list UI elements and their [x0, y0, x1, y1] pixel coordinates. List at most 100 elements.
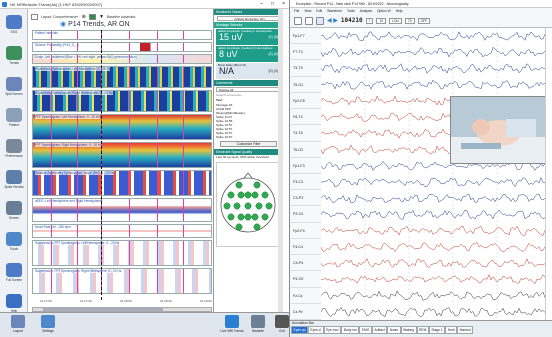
- layout-dropdown[interactable]: [31, 14, 38, 20]
- menu-item[interactable]: Analysis: [359, 9, 372, 13]
- customize-filter-button[interactable]: Customize Filter: [220, 141, 277, 147]
- sidebar-item-touch[interactable]: Touch: [2, 232, 26, 251]
- channel-label[interactable]: F8-T4: [291, 109, 321, 126]
- trend-lane[interactable]: Relative Asymmetry Spectrogram, Asym (Re…: [32, 170, 212, 196]
- menu-item[interactable]: Tools: [347, 9, 355, 13]
- sidebar-item-eeg[interactable]: EEG: [2, 15, 26, 34]
- channel-label[interactable]: Fp2-F8: [291, 92, 321, 110]
- menu-item[interactable]: Help: [395, 9, 403, 13]
- bottom-button-live-mri-trends[interactable]: Live MRI Trends: [218, 315, 246, 333]
- sidebar-item-split-screen[interactable]: Split Screen: [2, 77, 26, 96]
- bottom-button-bedside[interactable]: Bedside: [244, 315, 272, 333]
- trend-lane[interactable]: Patient Intervals: [32, 30, 212, 40]
- channel-label[interactable]: F3-C3: [291, 174, 321, 191]
- channel-label[interactable]: P4-O2: [291, 271, 321, 288]
- home-button[interactable]: [294, 16, 302, 25]
- play-icon[interactable]: ◀ ▶: [327, 18, 338, 24]
- waveform-button[interactable]: [316, 16, 324, 25]
- channel-label[interactable]: T5-O1: [291, 76, 321, 93]
- artifact-toggle[interactable]: Artifact Reduction ON: [217, 16, 280, 21]
- channel-label[interactable]: Cz-Pz: [291, 303, 321, 320]
- comment-filter[interactable]: Display All: [216, 87, 281, 92]
- annotation-button[interactable]: Eyes op: [291, 326, 308, 334]
- annotation-button[interactable]: Stage 1: [428, 326, 446, 334]
- annotation-button[interactable]: Marked: [457, 326, 474, 334]
- time-cursor[interactable]: [101, 30, 102, 300]
- annotation-button[interactable]: Hunt: [445, 326, 458, 334]
- menu-item[interactable]: Waveform: [327, 9, 342, 13]
- channel-label[interactable]: F7-T3: [291, 44, 321, 61]
- sidebar-item-help[interactable]: Help: [2, 294, 26, 313]
- add-button[interactable]: [89, 14, 96, 20]
- channel-label[interactable]: Fp1-F7: [291, 28, 321, 45]
- menu-item[interactable]: Option W: [376, 9, 391, 13]
- timebase-field[interactable]: 10: [376, 17, 387, 24]
- hff-field[interactable]: 70: [404, 17, 415, 24]
- sidebar-item-screen[interactable]: Screen: [2, 201, 26, 220]
- menu-item[interactable]: File: [294, 9, 300, 13]
- sidebar-item-full-screen[interactable]: Full Screen: [2, 263, 26, 282]
- trend-lane[interactable]: Suppression, FFT Spectrogram, Left Hemis…: [32, 240, 212, 266]
- patient-video[interactable]: [450, 96, 548, 164]
- trend-lane[interactable]: Suppression, FFT Spectrogram, Right Hemi…: [32, 268, 212, 294]
- sidebar-item-patient[interactable]: Patient: [2, 108, 26, 127]
- horizontal-scrollbar[interactable]: [32, 307, 212, 312]
- sensitivity-field[interactable]: 7: [365, 17, 374, 24]
- trend-lane[interactable]: Scalp: Left ipsilateral (Blue = left, re…: [32, 54, 212, 64]
- sidebar-item-trends[interactable]: Trends: [2, 46, 26, 65]
- sidebar-item-preferences[interactable]: Preferences: [2, 139, 26, 158]
- minimize-icon[interactable]: –: [260, 1, 264, 7]
- zoom-icon[interactable]: ⊕: [81, 14, 86, 20]
- channel-label[interactable]: C3-P3: [291, 190, 321, 207]
- trend-lane[interactable]: Rhythmicity Spectrogram, Left Hemisphere…: [32, 66, 212, 88]
- annotation-button[interactable]: Body mo: [341, 326, 360, 334]
- comment-search[interactable]: Search comments...: [216, 93, 244, 97]
- channel-label[interactable]: Fz-Cz: [291, 287, 321, 304]
- channel-label[interactable]: Fp1-F3: [291, 157, 321, 174]
- annotation-button[interactable]: Waking: [400, 326, 417, 334]
- panel-scrollbar[interactable]: [278, 9, 283, 312]
- bottom-button-exit[interactable]: Exit: [268, 315, 289, 333]
- annotation-button[interactable]: EMG: [359, 326, 372, 334]
- comment-item[interactable]: Spike 10:57: [216, 127, 233, 131]
- annotation-button[interactable]: Eyes cl: [307, 326, 324, 334]
- close-icon[interactable]: ×: [282, 1, 285, 7]
- comment-item[interactable]: [Notes@MindReady]: [216, 111, 245, 115]
- comment-item[interactable]: AI/AR OFF: [216, 107, 232, 111]
- trend-lane[interactable]: Rhythmicity Spectrogram, Right Hemispher…: [32, 90, 212, 112]
- trend-lane[interactable]: aEEG, Left Hemisphere and Right Hemisphe…: [32, 198, 212, 222]
- comment-item[interactable]: Spike 10:57: [216, 123, 233, 127]
- comment-item[interactable]: Montage 03: [216, 103, 233, 107]
- lff-field[interactable]: LOU: [389, 17, 402, 24]
- trend-lane[interactable]: Seizure Probability (Pr14_S_ I): [32, 42, 212, 52]
- channel-label[interactable]: P3-O1: [291, 206, 321, 223]
- channel-label[interactable]: C4-P4: [291, 255, 321, 272]
- notch-field[interactable]: OFF: [417, 17, 431, 24]
- trend-lane[interactable]: FFT Spectrogram, Right Hemisphere, 0 - 2…: [32, 142, 212, 168]
- channel-label[interactable]: T4-T6: [291, 125, 321, 142]
- channel-label[interactable]: T3-T5: [291, 60, 321, 77]
- trend-lane[interactable]: Heart Rate, 40 - 180 bpm: [32, 224, 212, 238]
- sidebar-item-spike-review[interactable]: Spike Review: [2, 170, 26, 189]
- comment-item[interactable]: Spike 10:57: [216, 135, 233, 139]
- annotation-button[interactable]: Eye mov: [323, 326, 342, 334]
- comment-item[interactable]: Spike 10:57: [216, 131, 233, 135]
- scroll-thumb[interactable]: [43, 308, 163, 311]
- bottom-button-layout[interactable]: Layout: [4, 315, 32, 333]
- menu-item[interactable]: Edit: [316, 9, 323, 13]
- comment-item[interactable]: Spike 11:07: [216, 115, 233, 119]
- channel-label[interactable]: F4-C4: [291, 238, 321, 256]
- annotation-button[interactable]: Noise: [387, 326, 401, 334]
- bottom-button-settings[interactable]: Settings: [34, 315, 62, 333]
- channel-label[interactable]: Fp2-F4: [291, 222, 321, 239]
- channel-label[interactable]: T6-O2: [291, 141, 321, 158]
- print-button[interactable]: [305, 16, 313, 25]
- annotation-button[interactable]: REM: [416, 326, 429, 334]
- comment-item[interactable]: Spike 10:58: [216, 119, 233, 123]
- annotation-button[interactable]: Artifact: [371, 326, 388, 334]
- menu-item[interactable]: View: [304, 9, 312, 13]
- maximize-icon[interactable]: □: [271, 1, 275, 7]
- marker-icon[interactable]: ▼: [99, 14, 104, 20]
- trend-lane[interactable]: FFT Spectrogram, Left Hemisphere, 0 - 20…: [32, 114, 212, 140]
- screen-icon: [6, 201, 22, 215]
